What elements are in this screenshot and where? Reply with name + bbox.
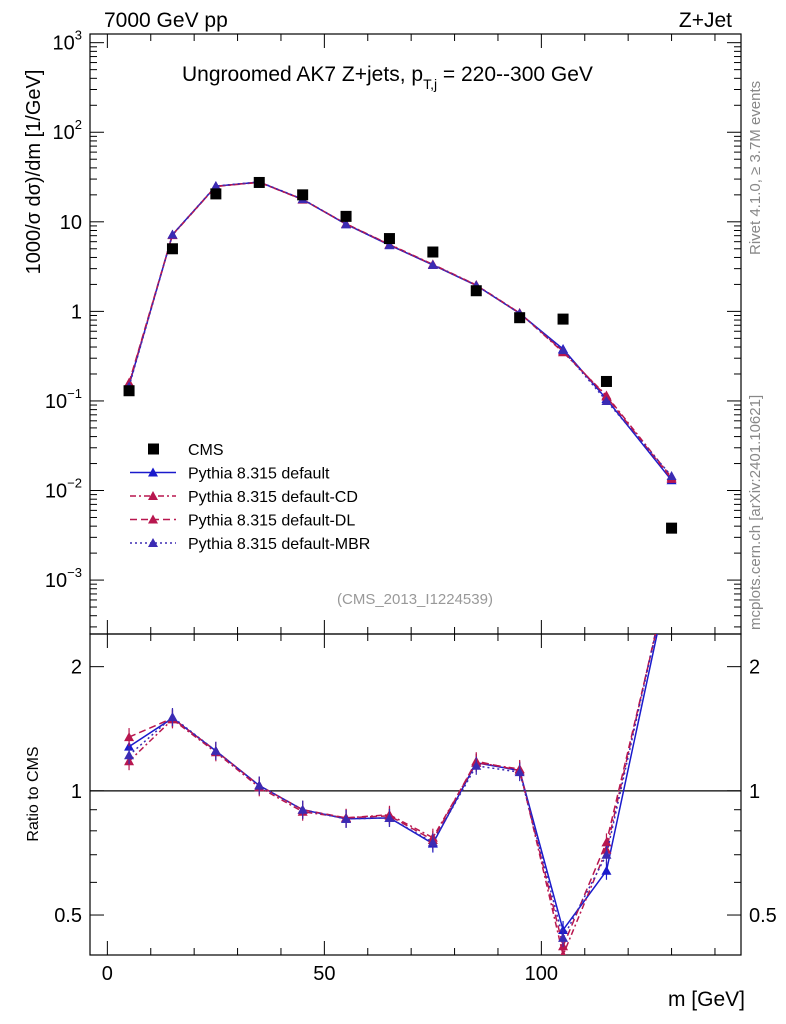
legend: CMS Pythia 8.315 default Pythia 8.315 defa… xyxy=(130,442,370,553)
tick-base: 10 xyxy=(45,570,67,592)
process-label: Z+Jet xyxy=(679,9,732,32)
main-series-line-4 xyxy=(128,181,673,477)
rivet-label: Rivet 4.1.0, ≥ 3.7M events xyxy=(747,81,764,255)
cms-data-point xyxy=(600,375,612,387)
cms-data-point xyxy=(470,285,482,297)
main-y-tick-label: 103 xyxy=(53,28,82,55)
legend-entry-label: Pythia 8.315 default-DL xyxy=(188,513,355,530)
main-y-tick-label: 10−2 xyxy=(45,476,82,503)
legend-entry-label: Pythia 8.315 default-CD xyxy=(188,489,358,506)
legend-marker-1 xyxy=(148,467,158,477)
main-series-4-marker xyxy=(167,229,178,239)
main-series-line-2 xyxy=(128,181,673,478)
plot-title: Ungroomed AK7 Z+jets, pT,j = 220--300 Ge… xyxy=(182,63,593,92)
main-series-4-marker xyxy=(427,259,438,269)
ratio-series-4-marker xyxy=(384,812,395,822)
main-series-4-marker xyxy=(341,219,352,229)
title-prefix: Ungroomed AK7 Z+jets, p xyxy=(182,63,423,86)
title-subscript: T,j xyxy=(423,76,437,92)
ratio-series-1-marker xyxy=(124,741,135,751)
main-y-axis-label: 1000/σ dσ)/dm [1/GeV] xyxy=(23,70,45,275)
main-series-line-1 xyxy=(128,181,673,481)
tick-exponent: −1 xyxy=(67,386,82,401)
ratio-plot-area: 0.5 0.5 1 1 2 2 0 50 100 xyxy=(54,633,777,985)
cms-data-point xyxy=(253,176,265,188)
tick-exponent: −2 xyxy=(67,476,82,491)
main-series-line-3 xyxy=(128,181,673,480)
x-tick-label: 50 xyxy=(313,963,335,985)
ratio-y-tick-label-right: 0.5 xyxy=(749,905,777,927)
tick-exponent: −3 xyxy=(67,565,82,580)
tick-base: 10 xyxy=(60,212,82,234)
main-y-tick-label: 10 xyxy=(60,212,82,234)
tick-base: 10 xyxy=(53,122,75,144)
ratio-y-tick-label-right: 1 xyxy=(749,781,760,803)
cms-data-point xyxy=(514,312,526,324)
cms-data-point xyxy=(210,188,222,200)
cms-data-point xyxy=(383,233,395,245)
ratio-series-1-marker xyxy=(601,865,612,875)
main-y-tick-label: 102 xyxy=(53,117,82,144)
tick-base: 1 xyxy=(71,301,82,323)
main-series-4-marker xyxy=(601,395,612,405)
ratio-series-4-marker xyxy=(558,932,569,942)
legend-marker-4 xyxy=(148,538,158,547)
mcplots-label: mcplots.cern.ch [arXiv:2401.10621] xyxy=(747,395,764,630)
cms-data-point xyxy=(557,313,569,325)
ratio-series-4-marker xyxy=(254,780,265,790)
ratio-series-line-2 xyxy=(128,634,656,955)
cms-data-point xyxy=(123,385,135,397)
tick-base: 10 xyxy=(45,481,67,503)
cms-data-point xyxy=(666,522,678,534)
legend-entry-label: Pythia 8.315 default xyxy=(188,466,330,483)
legend-cms-marker xyxy=(148,443,159,455)
ratio-series-3-marker xyxy=(124,732,135,742)
ratio-y-tick-label-right: 2 xyxy=(749,657,760,679)
ratio-y-tick-label: 0.5 xyxy=(54,905,82,927)
main-series-4-marker xyxy=(666,471,677,481)
ratio-y-axis-label: Ratio to CMS xyxy=(25,746,42,841)
ratio-y-tick-label: 1 xyxy=(71,781,82,803)
main-series-4-marker xyxy=(210,181,221,191)
x-tick-label: 100 xyxy=(525,963,558,985)
main-y-tick-label: 10−1 xyxy=(45,386,82,413)
cms-data-point xyxy=(340,210,352,222)
ratio-series-4-marker xyxy=(167,712,178,722)
ratio-series-4-marker xyxy=(514,767,525,777)
tick-base: 10 xyxy=(53,33,75,55)
ratio-series-4-marker xyxy=(427,837,438,847)
legend-entry-label: Pythia 8.315 default-MBR xyxy=(188,536,370,553)
main-y-tick-label: 1 xyxy=(71,301,82,323)
cms-data-point xyxy=(297,189,309,201)
ratio-series-4-marker xyxy=(471,760,482,770)
title-suffix: = 220--300 GeV xyxy=(437,63,593,86)
ratio-series-4-marker xyxy=(601,849,612,859)
main-series-4-marker xyxy=(384,240,395,250)
tick-base: 10 xyxy=(45,391,67,413)
ratio-series-4-marker xyxy=(210,745,221,755)
cms-data-point xyxy=(166,243,178,255)
energy-label: 7000 GeV pp xyxy=(104,9,228,32)
ratio-series-line-3 xyxy=(128,634,657,949)
ratio-y-tick-label: 2 xyxy=(71,657,82,679)
ratio-series-4-marker xyxy=(297,804,308,814)
legend-entry-label: CMS xyxy=(188,442,224,459)
tick-exponent: 2 xyxy=(75,117,82,132)
cms-data-point xyxy=(427,246,439,258)
analysis-watermark: (CMS_2013_I1224539) xyxy=(337,591,493,608)
main-y-tick-label: 10−3 xyxy=(45,565,82,592)
legend-marker-2 xyxy=(148,491,158,500)
ratio-series-3-marker xyxy=(601,837,612,847)
ratio-series-group xyxy=(124,634,658,955)
x-tick-label: 0 xyxy=(102,963,113,985)
ratio-series-4-marker xyxy=(341,813,352,823)
ratio-series-4-marker xyxy=(124,750,135,760)
x-axis-label: m [GeV] xyxy=(668,988,745,1011)
legend-marker-3 xyxy=(148,514,158,524)
main-series-4-marker xyxy=(558,345,569,355)
ratio-frame xyxy=(89,633,742,956)
tick-exponent: 3 xyxy=(75,28,82,43)
